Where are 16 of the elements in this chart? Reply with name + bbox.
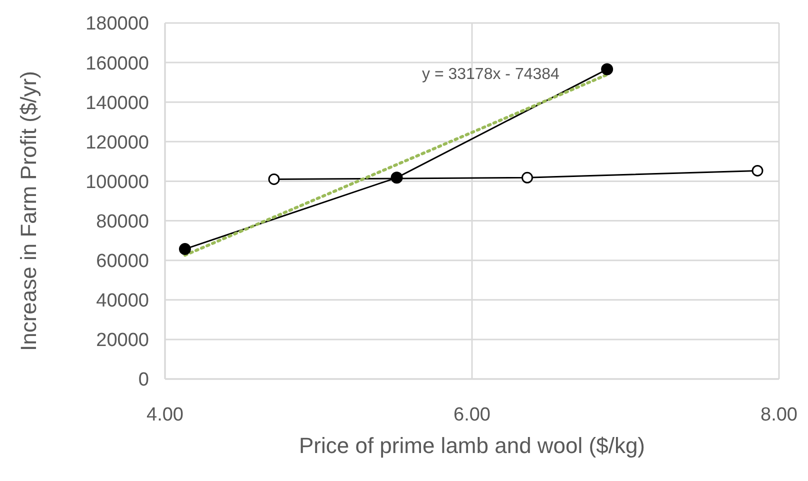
y-tick-label: 120000 — [86, 132, 149, 154]
y-tick-label: 0 — [138, 370, 149, 391]
y-tick-label: 20000 — [96, 330, 149, 352]
y-tick-label: 140000 — [86, 92, 149, 114]
x-axis-title: Price of prime lamb and wool ($/kg) — [298, 433, 646, 458]
y-tick-label: 180000 — [86, 14, 149, 35]
y-tick-label: 100000 — [86, 172, 149, 193]
annotation: y = 33178x - 74384 — [422, 66, 560, 84]
y-tick-label: 60000 — [96, 251, 149, 272]
x-tick-label: 6.00 — [454, 404, 490, 426]
x-tick-label: 8.00 — [760, 404, 798, 426]
y-tick-label: 80000 — [96, 212, 149, 233]
x-tick-label: 4.00 — [146, 404, 184, 426]
y-axis-title: Increase in Farm Profit ($/yr) — [16, 71, 41, 351]
y-tick-label: 160000 — [86, 53, 149, 74]
y-tick-label: 40000 — [96, 290, 149, 312]
